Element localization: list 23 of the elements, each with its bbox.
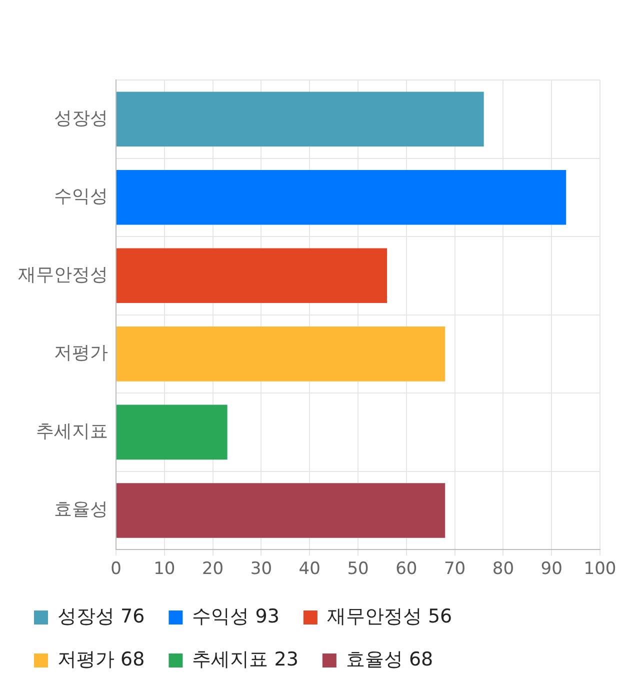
x-tick-label: 80 — [492, 559, 514, 580]
y-tick-label: 성장성 — [54, 108, 108, 129]
x-tick-label: 0 — [110, 559, 122, 580]
x-tick-label: 70 — [444, 559, 466, 580]
x-tick-label: 30 — [250, 559, 272, 580]
y-tick-label: 재무안정성 — [18, 264, 108, 286]
x-tick-label: 60 — [396, 559, 418, 580]
x-tick-label: 20 — [202, 559, 224, 580]
legend-label: 저평가 68 — [58, 648, 145, 670]
legend-label: 수익성 93 — [192, 605, 280, 628]
y-tick-label: 효율성 — [54, 499, 108, 520]
x-tick-label: 50 — [347, 559, 369, 580]
y-tick-label: 저평가 — [54, 342, 108, 364]
x-tick-label: 100 — [584, 559, 616, 580]
x-tick-label: 40 — [298, 559, 320, 580]
x-tick-label: 90 — [540, 559, 562, 580]
legend-label: 추세지표 23 — [192, 648, 298, 670]
x-tick-label: 10 — [154, 559, 176, 580]
y-tick-label: 추세지표 — [36, 420, 108, 442]
legend-label: 효율성 68 — [346, 648, 434, 670]
y-tick-label: 수익성 — [54, 186, 108, 208]
legend-label: 재무안정성 56 — [326, 605, 452, 628]
legend-label: 성장성 76 — [58, 605, 145, 628]
